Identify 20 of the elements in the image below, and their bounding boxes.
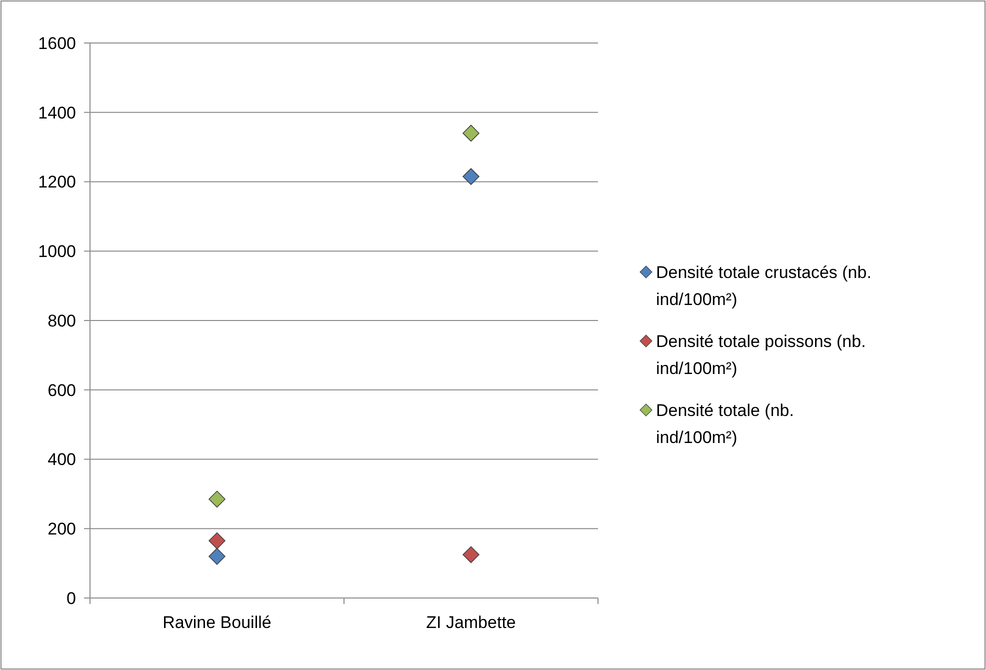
legend-label: Densité totale poissons (nb. ind/100m²): [656, 332, 866, 378]
y-tick-label: 1400: [38, 103, 76, 122]
point: [462, 124, 480, 142]
legend-label: Densité totale crustacés (nb. ind/100m²): [656, 262, 872, 309]
x-tick-label: Ravine Bouillé: [162, 613, 272, 632]
x-tick-label: ZI Jambette: [426, 613, 516, 632]
y-tick-label: 200: [48, 520, 76, 539]
legend-label: Densité totale (nb. ind/100m²): [656, 400, 794, 447]
point: [208, 490, 226, 508]
y-tick-label: 0: [66, 588, 76, 608]
y-tick-label: 600: [48, 380, 76, 400]
y-tick-label: 400: [48, 450, 76, 470]
y-tick-label: 1200: [38, 172, 76, 192]
y-tick-label: 1600: [38, 34, 76, 53]
point: [462, 546, 480, 564]
point: [208, 532, 226, 550]
y-tick-label: 1000: [38, 242, 76, 262]
y-tick-label: 800: [48, 311, 76, 330]
point: [462, 168, 480, 185]
point: [208, 548, 226, 565]
